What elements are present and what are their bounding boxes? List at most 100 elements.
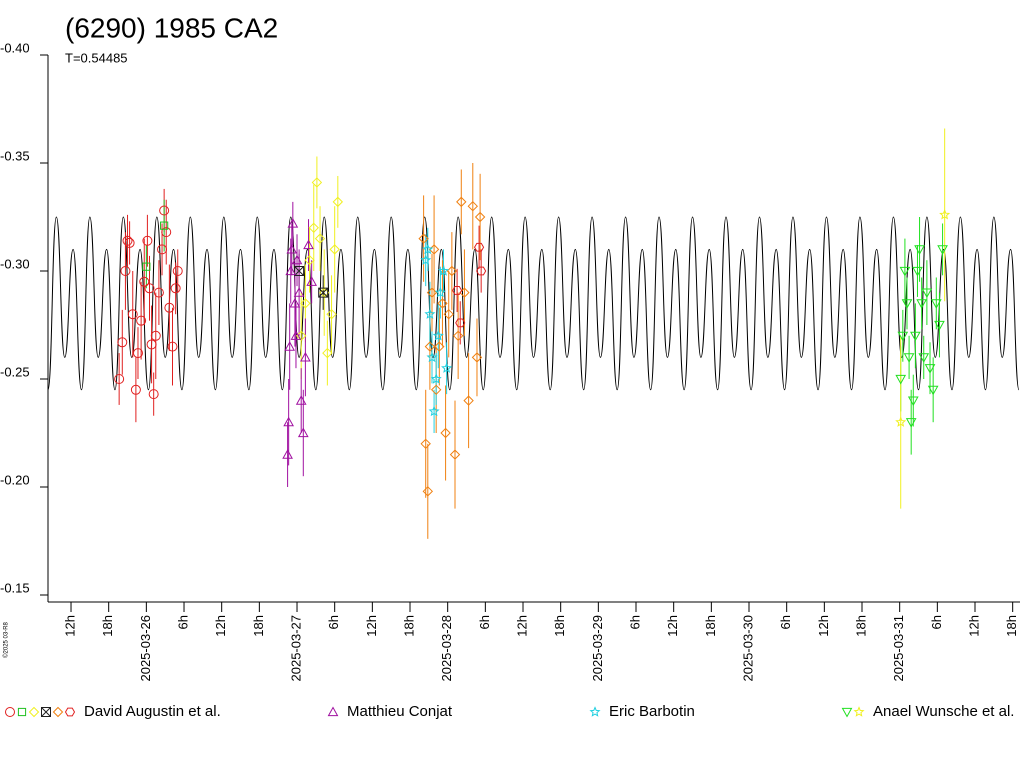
data-point	[297, 427, 309, 438]
data-point	[422, 243, 434, 255]
data-point	[927, 385, 939, 396]
data-point	[899, 266, 911, 277]
data-point	[282, 449, 293, 459]
data-point	[934, 320, 945, 331]
data-point	[130, 384, 141, 395]
data-point	[146, 339, 157, 350]
data-point	[910, 331, 921, 342]
x-tick-label: 12h	[364, 615, 379, 637]
data-point	[901, 299, 913, 309]
x-tick-label: 12h	[665, 615, 680, 637]
data-point	[303, 239, 314, 250]
x-tick-label: 18h	[100, 615, 115, 637]
x-tick-label: 18h	[552, 615, 567, 637]
x-tick-label: 6h	[627, 615, 642, 629]
legend-symbol	[327, 706, 339, 717]
x-tick-label: 18h	[251, 615, 266, 637]
data-point	[172, 266, 183, 276]
x-tick-label: 2025-03-31	[891, 615, 906, 682]
legend-symbol	[17, 707, 27, 717]
y-tick-label: -0.25	[0, 364, 30, 379]
data-point	[284, 341, 296, 351]
y-tick-label: -0.30	[0, 256, 30, 271]
data-point	[283, 416, 294, 427]
credit: ©2025 03-R8	[3, 621, 10, 657]
data-point	[426, 287, 438, 298]
data-point	[322, 347, 333, 359]
x-tick-label: 6h	[778, 615, 793, 629]
data-point	[304, 254, 315, 266]
x-tick-label: 18h	[703, 615, 718, 637]
data-point	[311, 177, 323, 188]
data-point	[290, 330, 302, 340]
data-point	[144, 283, 155, 294]
data-point	[916, 299, 927, 309]
x-tick-label: 12h	[514, 615, 529, 637]
x-tick-label: 2025-03-28	[439, 615, 454, 682]
legend-symbol	[28, 706, 40, 718]
data-point	[306, 276, 318, 286]
data-point	[150, 330, 161, 341]
data-point	[895, 416, 907, 427]
legend-symbol	[589, 706, 601, 717]
data-point	[456, 196, 467, 208]
x-tick-label: 12h	[213, 615, 228, 637]
data-point	[289, 297, 301, 308]
data-point	[441, 362, 453, 373]
data-point	[161, 227, 172, 238]
data-point	[473, 242, 485, 252]
legend-symbol	[52, 706, 64, 718]
legend-label: Anael Wunsche et al.	[873, 703, 1014, 720]
x-tick-label: 2025-03-30	[740, 615, 755, 682]
x-tick-label: 6h	[326, 615, 341, 629]
legend-label: Eric Barbotin	[609, 703, 695, 720]
data-point	[452, 286, 463, 295]
y-tick-label: -0.15	[0, 580, 30, 595]
legend-symbol	[853, 706, 865, 717]
data-point	[160, 221, 169, 230]
data-point	[285, 265, 297, 276]
legend-symbol	[5, 707, 15, 717]
data-point	[418, 233, 429, 244]
data-point	[939, 209, 951, 220]
data-point	[157, 244, 168, 255]
data-point	[332, 196, 344, 208]
data-point	[930, 299, 942, 309]
legend-symbol	[41, 707, 51, 717]
data-point	[905, 418, 917, 428]
data-point	[471, 352, 483, 363]
data-point	[446, 265, 458, 277]
data-point	[159, 205, 170, 216]
data-point	[918, 353, 930, 363]
data-point	[142, 235, 153, 246]
data-point	[122, 235, 133, 246]
x-tick-label: 12h	[62, 615, 77, 637]
data-point	[443, 308, 454, 320]
legend-symbol	[841, 707, 853, 718]
data-point	[430, 373, 442, 384]
data-point	[308, 222, 319, 234]
x-tick-label: 12h	[966, 615, 981, 637]
data-point	[114, 374, 125, 384]
data-point	[897, 331, 909, 342]
data-point	[127, 309, 138, 320]
data-point	[449, 449, 461, 460]
data-point	[300, 351, 311, 362]
data-point	[424, 341, 436, 352]
data-point	[907, 396, 919, 407]
y-tick-label: -0.35	[0, 148, 30, 163]
x-tick-label: 6h	[477, 615, 492, 629]
data-point	[432, 329, 444, 341]
y-tick-label: -0.40	[0, 40, 30, 55]
data-point	[914, 245, 925, 255]
data-point	[153, 287, 164, 298]
data-point	[300, 298, 311, 309]
x-tick-label: 18h	[1004, 615, 1019, 637]
data-point	[132, 348, 143, 359]
data-point	[476, 266, 487, 276]
chart-title: (6290) 1985 CA2	[65, 12, 278, 43]
data-point	[455, 318, 466, 328]
data-point	[434, 286, 446, 298]
data-point	[139, 276, 150, 287]
data-point	[937, 245, 948, 255]
